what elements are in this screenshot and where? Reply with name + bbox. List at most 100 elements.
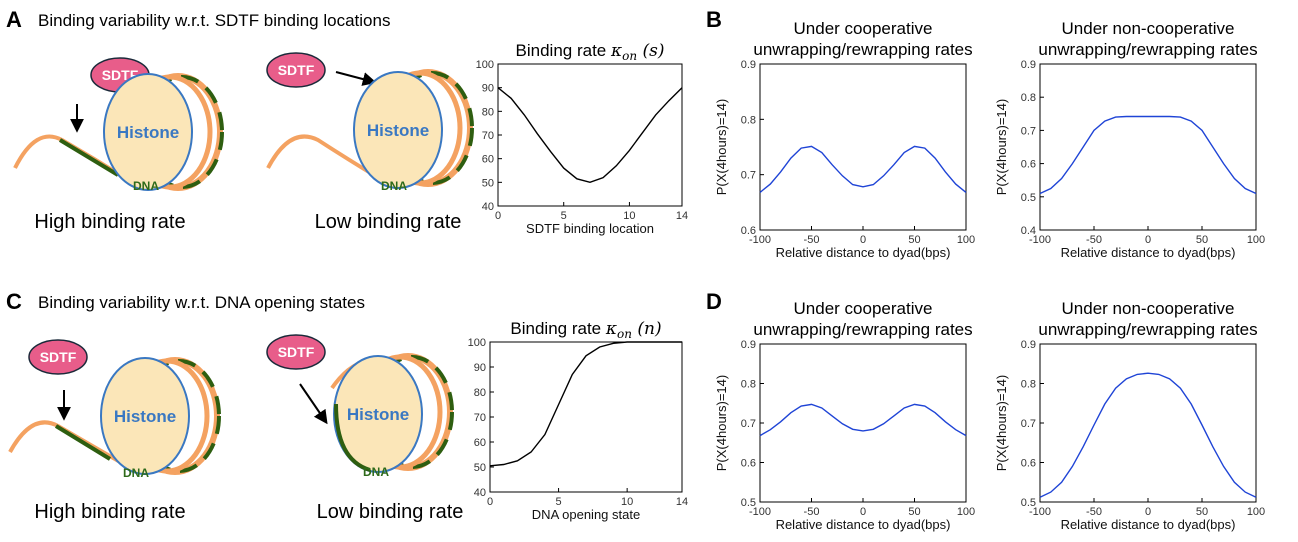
y-tick-label: 0.9 (741, 59, 756, 71)
y-tick-label: 50 (474, 462, 486, 474)
illustration-a-low: SDTF Histone DNA (266, 52, 474, 193)
dna-label: DNA (123, 466, 149, 480)
dna-label: DNA (133, 179, 159, 193)
chart-d-cooperative: -100 -50 0 50 100 0.5 0.6 0.7 0.8 0.9 Relative dis… (714, 299, 975, 532)
sdtf-label: SDTF (278, 62, 315, 78)
chart-title: Binding rate κon (s) (516, 41, 665, 63)
x-axis-label: Relative distance to dyad(bps) (776, 517, 951, 532)
y-tick-label: 0.8 (741, 114, 756, 126)
chart-title-prefix: Binding rate (516, 41, 611, 60)
x-axis-label: DNA opening state (532, 507, 640, 522)
y-tick-label: 40 (482, 201, 494, 213)
histone-core (353, 71, 443, 189)
plot-frame (759, 343, 967, 503)
caption-low-binding-a: Low binding rate (315, 211, 462, 233)
y-tick-label: 90 (482, 83, 494, 95)
binding-arrow (299, 383, 328, 425)
x-tick-label: 5 (561, 210, 567, 222)
y-tick-label: 0.6 (741, 225, 756, 237)
y-tick-label: 0.5 (1021, 192, 1036, 204)
panel-c-heading: Binding variability w.r.t. DNA opening s… (38, 293, 365, 312)
y-axis-label: P(X(4hours)=14) (714, 375, 729, 471)
plot-frame (489, 341, 683, 493)
data-series-line (759, 403, 967, 437)
x-axis-label: SDTF binding location (526, 221, 654, 236)
y-tick-label: 70 (474, 412, 486, 424)
x-tick-label: 100 (957, 506, 975, 518)
chart-title-line: Under cooperative (794, 299, 933, 318)
x-tick-label: 50 (1196, 234, 1208, 246)
plot-frame (759, 63, 967, 231)
x-tick-label: 14 (676, 496, 688, 508)
y-tick-label: 0.8 (741, 379, 756, 391)
dna-green-segment (334, 403, 371, 472)
x-tick-label: 50 (1196, 506, 1208, 518)
illustration-c-high: SDTF Histone DNA (8, 339, 221, 480)
y-tick-label: 0.5 (741, 497, 756, 509)
data-series-line (1039, 372, 1257, 498)
histone-label: Histone (114, 407, 176, 426)
panel-letter-d: D (706, 289, 722, 314)
x-tick-label: -50 (804, 506, 820, 518)
illustration-a-high: SDTF Histone DNA (13, 57, 224, 193)
x-tick-label: 0 (1145, 234, 1151, 246)
x-tick-label: 50 (908, 506, 920, 518)
x-axis-label: Relative distance to dyad(bps) (1061, 517, 1236, 532)
x-tick-label: -100 (1029, 506, 1051, 518)
chart-title-argument: (n) (632, 319, 662, 339)
sdtf-label: SDTF (278, 344, 315, 360)
dna-label: DNA (381, 179, 407, 193)
dna-binding-site (58, 138, 120, 177)
histone-core (103, 73, 193, 191)
y-tick-label: 0.8 (1021, 92, 1036, 104)
y-tick-label: 0.6 (1021, 458, 1036, 470)
chart-title-line: unwrapping/rewrapping rates (1038, 320, 1257, 339)
binding-arrow (335, 71, 377, 86)
chart-title-argument: (s) (637, 41, 664, 61)
y-tick-label: 0.7 (741, 170, 756, 182)
x-tick-label: 0 (1145, 506, 1151, 518)
y-tick-label: 80 (474, 387, 486, 399)
x-axis-label: Relative distance to dyad(bps) (776, 245, 951, 260)
y-tick-label: 0.6 (1021, 159, 1036, 171)
y-tick-label: 50 (482, 177, 494, 189)
chart-binding-rate-location: 0 5 10 14 40 50 60 70 80 90 100 SDTF binding locati… (476, 41, 688, 236)
x-tick-label: 100 (1247, 234, 1265, 246)
chart-title-line: Under non-cooperative (1062, 299, 1235, 318)
dna-label: DNA (363, 465, 389, 479)
x-tick-label: -50 (1086, 234, 1102, 246)
x-tick-label: 10 (621, 496, 633, 508)
caption-high-binding-a: High binding rate (34, 211, 185, 233)
chart-title-line: Under non-cooperative (1062, 19, 1235, 38)
chart-title: Binding rate κon (n) (510, 319, 661, 341)
x-tick-label: -50 (1086, 506, 1102, 518)
chart-title-prefix: Binding rate (510, 319, 605, 338)
y-tick-label: 0.8 (1021, 379, 1036, 391)
chart-title-line: Under cooperative (794, 19, 933, 38)
data-series-line (497, 87, 683, 184)
x-axis-label: Relative distance to dyad(bps) (1061, 245, 1236, 260)
chart-title-subscript: on (622, 49, 637, 63)
histone-label: Histone (367, 121, 429, 140)
panel-letter-c: C (6, 289, 22, 314)
plot-frame (1039, 63, 1257, 231)
histone-core (100, 357, 190, 475)
chart-title-line: unwrapping/rewrapping rates (1038, 40, 1257, 59)
x-tick-label: -100 (1029, 234, 1051, 246)
y-tick-label: 0.7 (1021, 418, 1036, 430)
y-tick-label: 0.9 (741, 339, 756, 351)
panel-letter-b: B (706, 7, 722, 32)
histone-label: Histone (117, 123, 179, 142)
x-tick-label: 100 (1247, 506, 1265, 518)
plot-frame (1039, 343, 1257, 503)
x-tick-label: 50 (908, 234, 920, 246)
y-tick-label: 0.6 (741, 458, 756, 470)
y-tick-label: 0.9 (1021, 59, 1036, 71)
panel-a-heading: Binding variability w.r.t. SDTF binding … (38, 11, 390, 30)
x-tick-label: 0 (860, 234, 866, 246)
x-tick-label: 0 (860, 506, 866, 518)
plot-frame (497, 63, 683, 207)
chart-title-kappa: κ (605, 319, 617, 339)
